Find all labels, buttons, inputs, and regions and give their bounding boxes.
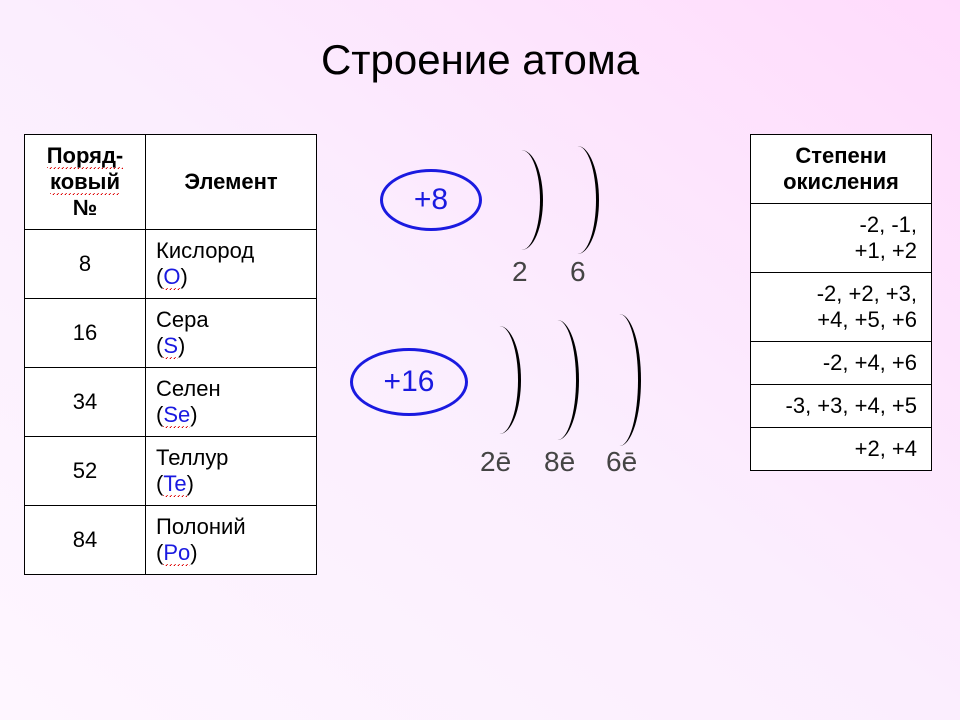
electron-shell-arc <box>598 314 641 446</box>
nucleus: +16 <box>350 348 468 416</box>
shell-electron-count: 8ē <box>544 446 575 478</box>
table-row: -2, -1,+1, +2 <box>751 204 932 273</box>
col-number-header: Поряд-ковый№ <box>25 135 146 230</box>
element-cell: Теллур(Te) <box>146 437 317 506</box>
electron-shell-arc <box>556 146 599 254</box>
electron-shell-arc <box>478 326 521 434</box>
element-cell: Кислород(O) <box>146 230 317 299</box>
col-element-header: Элемент <box>146 135 317 230</box>
atomic-number: 16 <box>25 299 146 368</box>
shell-electron-count: 2 <box>512 256 528 288</box>
table-row: 16Сера(S) <box>25 299 317 368</box>
oxidation-states: +2, +4 <box>751 428 932 471</box>
table-row: -2, +2, +3,+4, +5, +6 <box>751 273 932 342</box>
element-cell: Сера(S) <box>146 299 317 368</box>
element-cell: Селен(Se) <box>146 368 317 437</box>
shell-electron-count: 6ē <box>606 446 637 478</box>
atomic-number: 8 <box>25 230 146 299</box>
nucleus: +8 <box>380 169 482 231</box>
atom-diagram: +8 2 6 +16 2ē 8ē 6ē <box>340 144 740 544</box>
table-row: 84Полоний(Po) <box>25 506 317 575</box>
atomic-number: 84 <box>25 506 146 575</box>
oxidation-states: -2, +4, +6 <box>751 342 932 385</box>
content-area: Поряд-ковый№ Элемент 8Кислород(O)16Сера(… <box>0 134 960 654</box>
table-row: +2, +4 <box>751 428 932 471</box>
table-row: -3, +3, +4, +5 <box>751 385 932 428</box>
oxidation-states: -2, -1,+1, +2 <box>751 204 932 273</box>
elements-table: Поряд-ковый№ Элемент 8Кислород(O)16Сера(… <box>24 134 317 575</box>
shell-electron-count: 6 <box>570 256 586 288</box>
table-row: 52Теллур(Te) <box>25 437 317 506</box>
oxidation-states: -2, +2, +3,+4, +5, +6 <box>751 273 932 342</box>
atomic-number: 52 <box>25 437 146 506</box>
element-cell: Полоний(Po) <box>146 506 317 575</box>
atomic-number: 34 <box>25 368 146 437</box>
page-title: Строение атома <box>0 0 960 84</box>
col-oxidation-header: Степениокисления <box>751 135 932 204</box>
shell-electron-count: 2ē <box>480 446 511 478</box>
table-row: 8Кислород(O) <box>25 230 317 299</box>
electron-shell-arc <box>536 320 579 440</box>
oxidation-states: -3, +3, +4, +5 <box>751 385 932 428</box>
oxidation-table: Степениокисления -2, -1,+1, +2-2, +2, +3… <box>750 134 932 471</box>
electron-shell-arc <box>500 150 543 250</box>
table-row: -2, +4, +6 <box>751 342 932 385</box>
table-row: 34Селен(Se) <box>25 368 317 437</box>
